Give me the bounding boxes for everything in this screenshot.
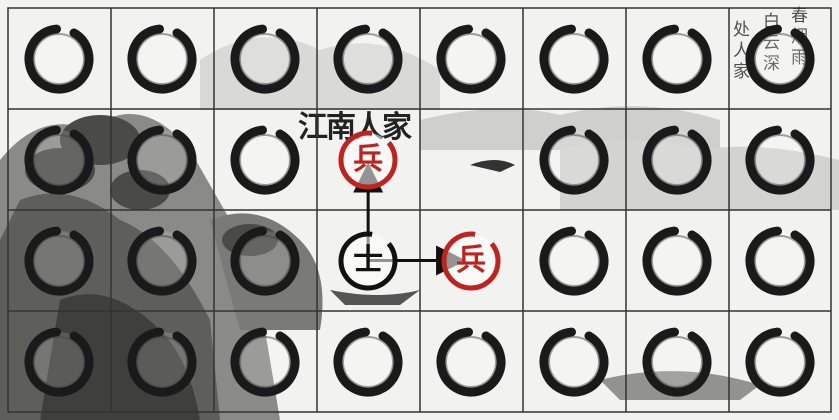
enso-ring-icon — [230, 125, 300, 194]
piece-glyph: 兵 — [353, 141, 384, 177]
empty-cell-r3-c3[interactable] — [331, 325, 405, 399]
empty-cell-r3-c1[interactable] — [125, 325, 199, 399]
empty-cell-r1-c0[interactable] — [22, 123, 96, 197]
red-soldier-top[interactable]: 兵 — [336, 128, 400, 192]
empty-cell-r0-c3[interactable] — [331, 22, 405, 96]
enso-ring-icon — [24, 24, 94, 93]
piece-ring-icon — [338, 130, 398, 189]
empty-cell-r0-c6[interactable] — [640, 22, 714, 96]
enso-ring-icon — [436, 327, 506, 396]
piece-ring-icon — [441, 231, 501, 290]
enso-ring-icon — [230, 24, 300, 93]
enso-ring-icon — [745, 226, 815, 295]
enso-ring-icon — [539, 327, 609, 396]
enso-ring-icon — [333, 327, 403, 396]
empty-cell-r0-c5[interactable] — [537, 22, 611, 96]
enso-ring-icon — [539, 226, 609, 295]
empty-cell-r3-c7[interactable] — [743, 325, 817, 399]
empty-cell-r1-c5[interactable] — [537, 123, 611, 197]
empty-cell-r2-c7[interactable] — [743, 224, 817, 298]
enso-ring-icon — [642, 24, 712, 93]
enso-ring-icon — [745, 125, 815, 194]
empty-cell-r3-c0[interactable] — [22, 325, 96, 399]
enso-ring-icon — [230, 226, 300, 295]
enso-ring-icon — [127, 24, 197, 93]
enso-ring-icon — [24, 226, 94, 295]
enso-ring-icon — [539, 24, 609, 93]
enso-ring-icon — [642, 125, 712, 194]
empty-cell-r2-c6[interactable] — [640, 224, 714, 298]
enso-ring-icon — [24, 125, 94, 194]
empty-cell-r0-c2[interactable] — [228, 22, 302, 96]
enso-ring-icon — [642, 226, 712, 295]
empty-cell-r3-c5[interactable] — [537, 325, 611, 399]
empty-cell-r2-c1[interactable] — [125, 224, 199, 298]
enso-ring-icon — [230, 327, 300, 396]
piece-ring-icon — [338, 231, 398, 290]
enso-ring-icon — [333, 24, 403, 93]
empty-cell-r1-c6[interactable] — [640, 123, 714, 197]
enso-ring-icon — [539, 125, 609, 194]
enso-ring-icon — [127, 125, 197, 194]
red-soldier-right[interactable]: 兵 — [439, 229, 503, 293]
empty-cell-r1-c1[interactable] — [125, 123, 199, 197]
piece-glyph: 兵 — [456, 242, 487, 278]
enso-ring-icon — [24, 327, 94, 396]
empty-cell-r2-c5[interactable] — [537, 224, 611, 298]
empty-cell-r1-c2[interactable] — [228, 123, 302, 197]
piece-glyph: 士 — [353, 242, 384, 278]
empty-cell-r3-c6[interactable] — [640, 325, 714, 399]
empty-cell-r0-c4[interactable] — [434, 22, 508, 96]
empty-cell-r0-c1[interactable] — [125, 22, 199, 96]
enso-ring-icon — [127, 226, 197, 295]
empty-cell-r3-c2[interactable] — [228, 325, 302, 399]
black-piece[interactable]: 士 — [336, 229, 400, 293]
enso-ring-icon — [745, 327, 815, 396]
enso-ring-icon — [745, 24, 815, 93]
empty-cell-r2-c2[interactable] — [228, 224, 302, 298]
poem-column-3: 处人家 — [729, 20, 749, 83]
empty-cell-r0-c0[interactable] — [22, 22, 96, 96]
empty-cell-r1-c7[interactable] — [743, 123, 817, 197]
empty-cell-r0-c7[interactable] — [743, 22, 817, 96]
empty-cell-r2-c0[interactable] — [22, 224, 96, 298]
enso-ring-icon — [436, 24, 506, 93]
enso-ring-icon — [642, 327, 712, 396]
empty-cell-r3-c4[interactable] — [434, 325, 508, 399]
enso-ring-icon — [127, 327, 197, 396]
